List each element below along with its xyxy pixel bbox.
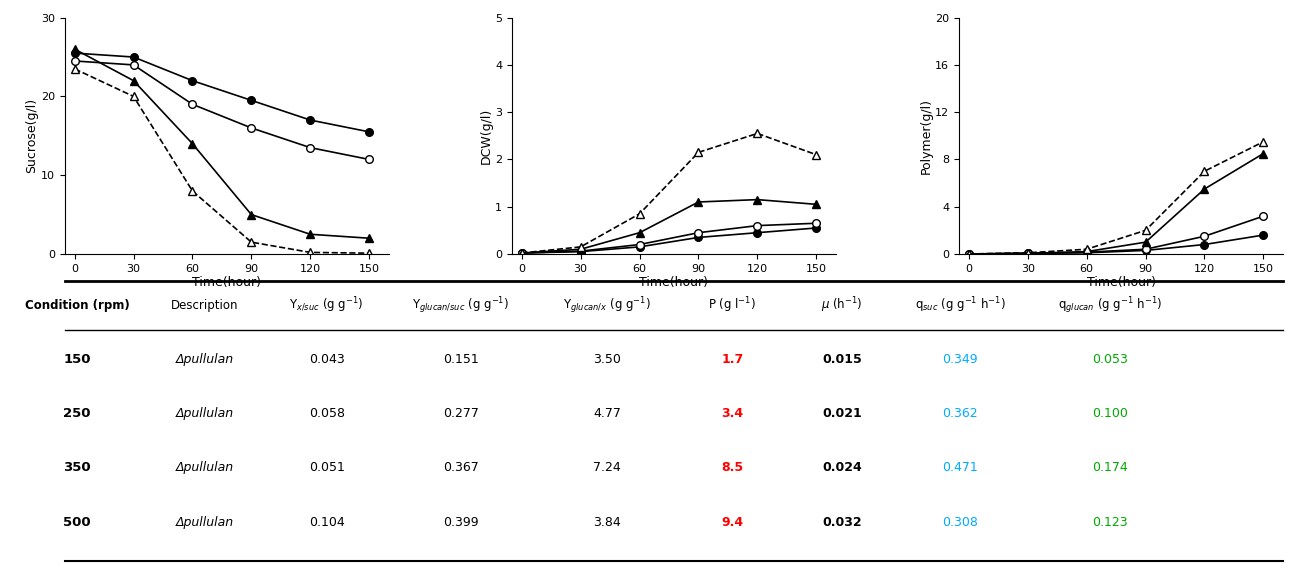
X-axis label: Time(hour): Time(hour) (639, 276, 709, 289)
Text: 8.5: 8.5 (722, 462, 744, 475)
Text: Description: Description (171, 299, 238, 312)
Text: 4.77: 4.77 (594, 407, 621, 420)
Text: Δpullulan: Δpullulan (176, 516, 235, 529)
Text: Y$_{glucan/suc}$ (g g$^{-1}$): Y$_{glucan/suc}$ (g g$^{-1}$) (412, 295, 509, 316)
Text: Δpullulan: Δpullulan (176, 462, 235, 475)
Text: 500: 500 (64, 516, 91, 529)
Text: 0.058: 0.058 (308, 407, 345, 420)
Y-axis label: DCW(g/l): DCW(g/l) (480, 108, 492, 164)
Text: 150: 150 (64, 353, 91, 366)
Text: 0.021: 0.021 (822, 407, 862, 420)
Text: 0.015: 0.015 (822, 353, 862, 366)
Text: 0.367: 0.367 (443, 462, 478, 475)
Text: 0.362: 0.362 (942, 407, 978, 420)
Text: q$_{suc}$ (g g$^{-1}$ h$^{-1}$): q$_{suc}$ (g g$^{-1}$ h$^{-1}$) (915, 296, 1006, 315)
X-axis label: Time(hour): Time(hour) (1086, 276, 1156, 289)
Text: 0.151: 0.151 (443, 353, 478, 366)
Text: q$_{glucan}$ (g g$^{-1}$ h$^{-1}$): q$_{glucan}$ (g g$^{-1}$ h$^{-1}$) (1058, 295, 1163, 316)
Text: $\mu$ (h$^{-1}$): $\mu$ (h$^{-1}$) (822, 296, 863, 315)
Text: 0.104: 0.104 (308, 516, 345, 529)
Text: 0.399: 0.399 (443, 516, 478, 529)
Text: 0.349: 0.349 (942, 353, 978, 366)
Text: 0.308: 0.308 (942, 516, 978, 529)
Text: Y$_{glucan/x}$ (g g$^{-1}$): Y$_{glucan/x}$ (g g$^{-1}$) (562, 295, 651, 316)
Text: 250: 250 (64, 407, 91, 420)
Text: 0.053: 0.053 (1093, 353, 1128, 366)
Text: Condition (rpm): Condition (rpm) (25, 299, 130, 312)
Text: Δpullulan: Δpullulan (176, 353, 235, 366)
Text: 0.100: 0.100 (1093, 407, 1128, 420)
Text: 9.4: 9.4 (722, 516, 744, 529)
Text: 0.032: 0.032 (822, 516, 862, 529)
Text: 3.4: 3.4 (722, 407, 744, 420)
Text: 0.051: 0.051 (308, 462, 345, 475)
Text: 3.84: 3.84 (594, 516, 621, 529)
Text: 0.174: 0.174 (1093, 462, 1128, 475)
Text: Y$_{x/suc}$ (g g$^{-1}$): Y$_{x/suc}$ (g g$^{-1}$) (289, 296, 364, 315)
Y-axis label: Sucrose(g/l): Sucrose(g/l) (25, 98, 38, 173)
Text: Δpullulan: Δpullulan (176, 407, 235, 420)
Text: 0.123: 0.123 (1093, 516, 1128, 529)
X-axis label: Time(hour): Time(hour) (192, 276, 262, 289)
Text: P (g l$^{-1}$): P (g l$^{-1}$) (709, 296, 757, 315)
Text: 0.277: 0.277 (443, 407, 478, 420)
Text: 3.50: 3.50 (594, 353, 621, 366)
Text: 0.043: 0.043 (308, 353, 345, 366)
Text: 7.24: 7.24 (594, 462, 621, 475)
Text: 0.024: 0.024 (822, 462, 862, 475)
Text: 350: 350 (64, 462, 91, 475)
Text: 0.471: 0.471 (942, 462, 978, 475)
Y-axis label: Polymer(g/l): Polymer(g/l) (919, 98, 932, 174)
Text: 1.7: 1.7 (722, 353, 744, 366)
